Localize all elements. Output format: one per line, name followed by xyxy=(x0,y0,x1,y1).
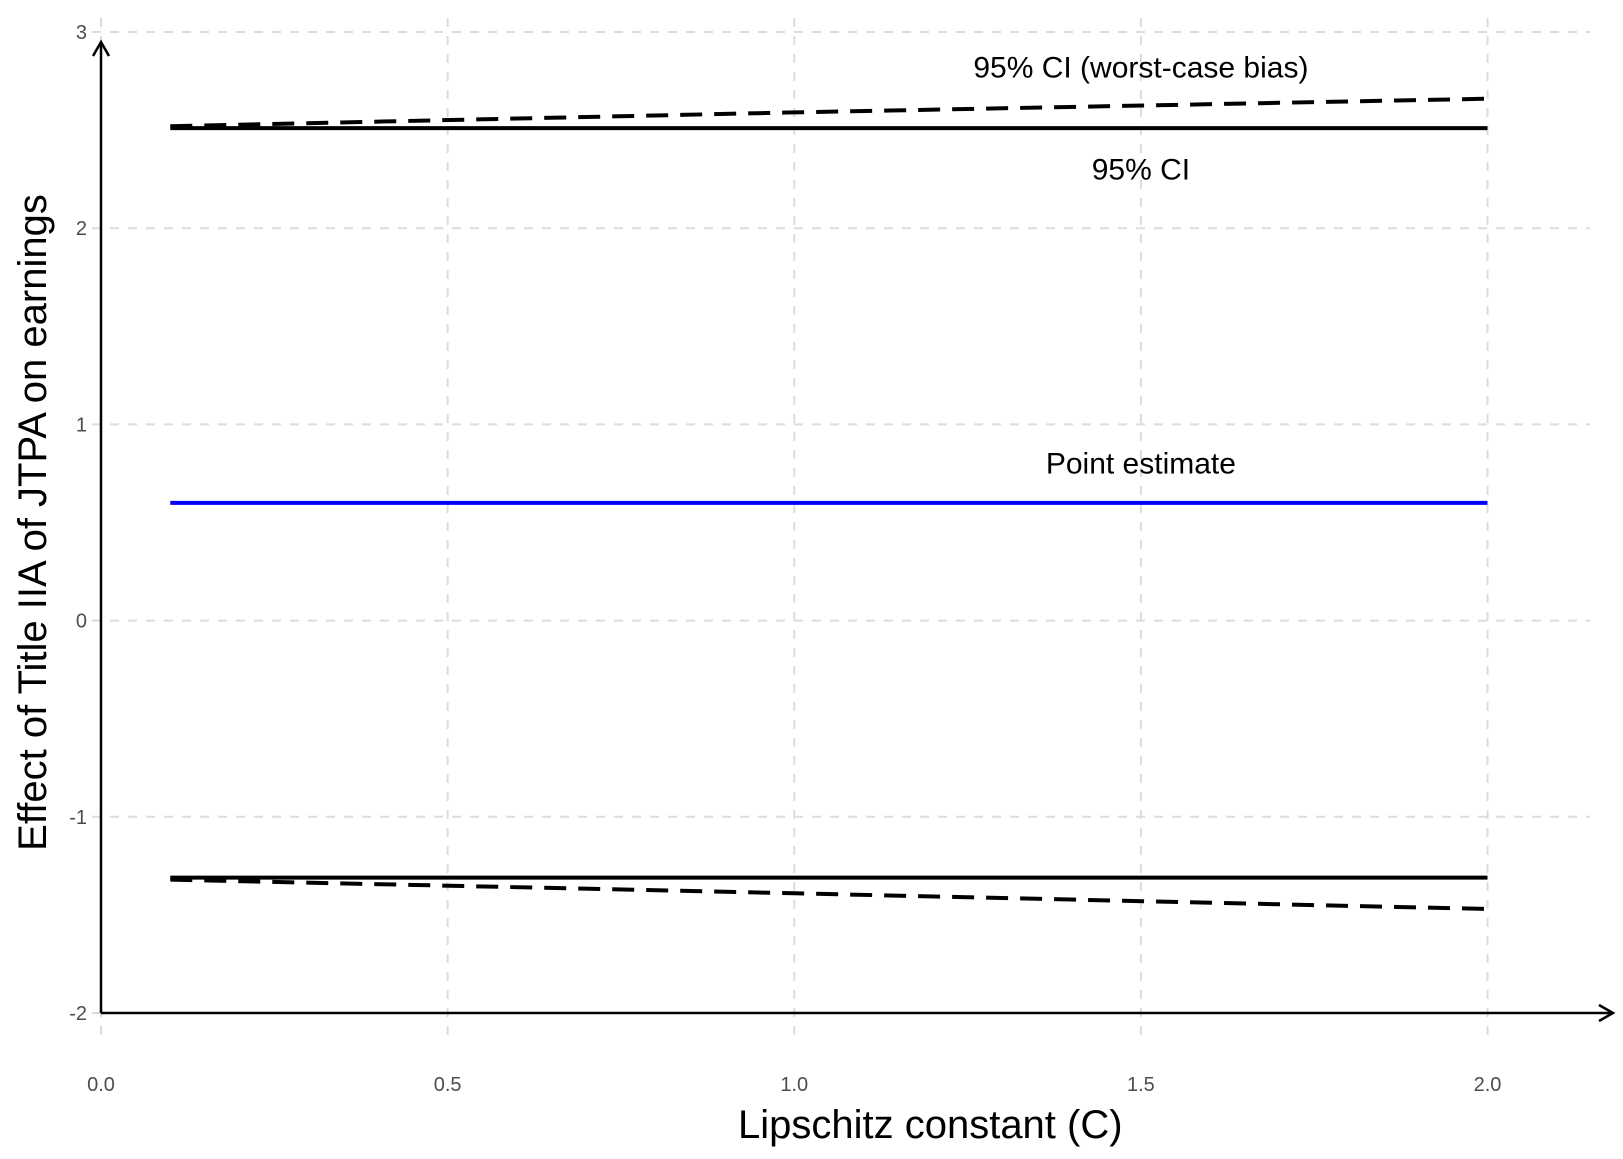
x-tick-label: 0.0 xyxy=(87,1074,115,1096)
y-tick-labels: -2 -1 0 1 2 3 xyxy=(69,22,87,1025)
y-tick-label: 0 xyxy=(76,611,87,633)
x-tick-label: 1.0 xyxy=(780,1074,808,1096)
y-tick-label: 3 xyxy=(76,22,87,44)
y-tick-label: 2 xyxy=(76,218,87,240)
x-tick-labels: 0.0 0.5 1.0 1.5 2.0 xyxy=(87,1074,1501,1096)
x-tick-label: 0.5 xyxy=(434,1074,462,1096)
y-axis-title: Effect of Title IIA of JTPA on earnings xyxy=(11,194,55,851)
series-lines xyxy=(170,96,1488,911)
y-tick-label: 1 xyxy=(76,414,87,436)
x-tick-label: 2.0 xyxy=(1474,1074,1502,1096)
series-line-worst-case-upper xyxy=(170,96,1488,129)
x-axis-title: Lipschitz constant (C) xyxy=(738,1103,1123,1147)
series-line-worst-case-lower xyxy=(170,877,1488,911)
y-tick-label: -1 xyxy=(69,807,87,829)
x-axis-arrow xyxy=(1598,1003,1616,1023)
annotations: 95% CI (worst-case bias) 95% CI Point esti… xyxy=(973,51,1308,480)
annotation-label: Point estimate xyxy=(1046,448,1236,481)
x-tick-label: 1.5 xyxy=(1127,1074,1155,1096)
axes xyxy=(91,39,1616,1023)
annotation-label: 95% CI xyxy=(1092,153,1190,186)
annotation-label: 95% CI (worst-case bias) xyxy=(973,51,1308,84)
y-tick-label: -2 xyxy=(69,1003,87,1025)
grid xyxy=(92,18,1590,1040)
y-axis-arrow xyxy=(91,39,111,57)
